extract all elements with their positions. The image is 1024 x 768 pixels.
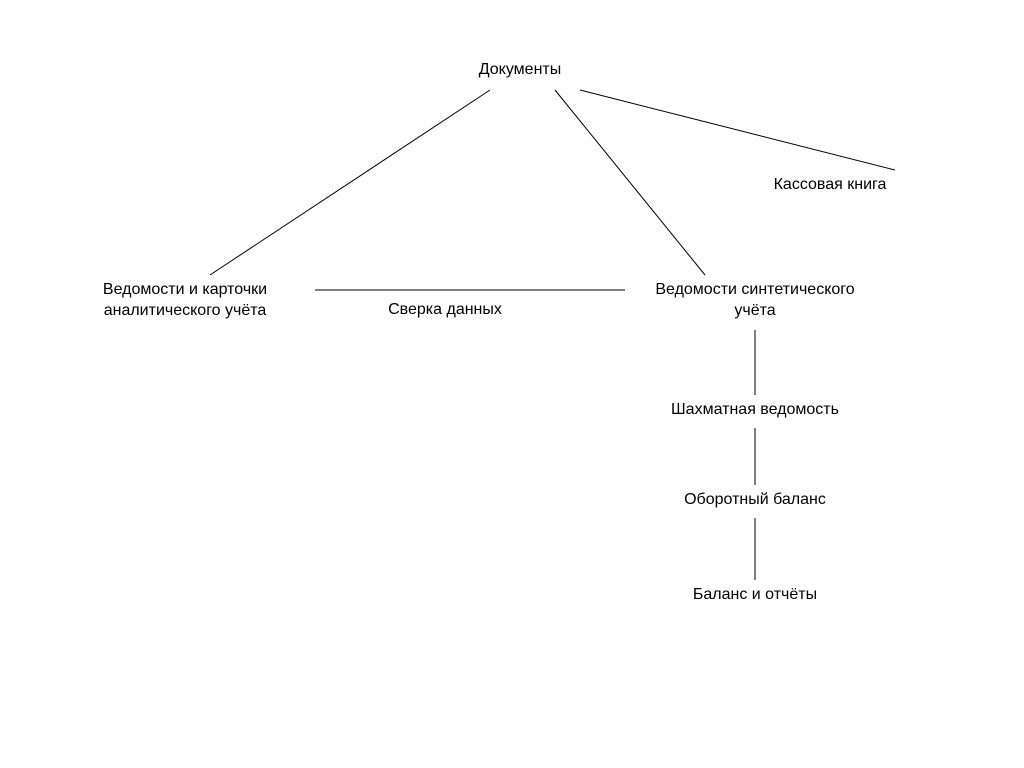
edge-root-analytic (210, 90, 490, 275)
node-balance: Баланс и отчёты (665, 585, 845, 606)
node-chess: Шахматная ведомость (645, 400, 865, 421)
node-turnover: Оборотный баланс (655, 490, 855, 511)
node-analytic: Ведомости и карточки аналитического учёт… (70, 280, 300, 322)
node-cashbook: Кассовая книга (750, 175, 910, 196)
diagram-edges (0, 0, 1024, 768)
edge-root-cashbook (580, 90, 895, 170)
edge-root-synthetic (555, 90, 705, 275)
node-root: Документы (460, 60, 580, 81)
node-sverka: Сверка данных (370, 300, 520, 321)
node-synthetic: Ведомости синтетического учёта (630, 280, 880, 322)
